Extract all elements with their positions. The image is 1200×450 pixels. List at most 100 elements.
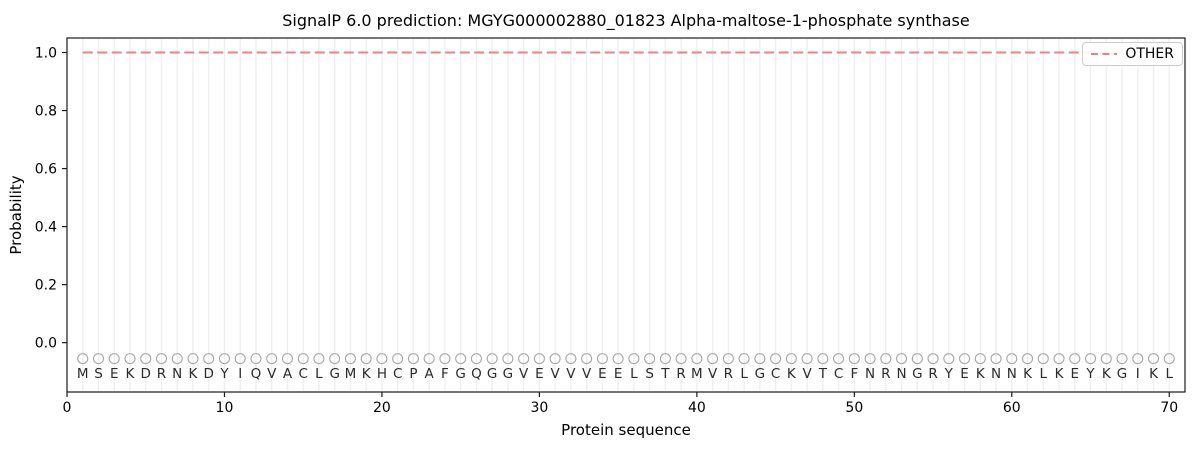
residue-marker (675, 353, 687, 365)
residue-letter: K (787, 366, 797, 382)
residue-letter: M (77, 366, 89, 382)
residue-letter: E (535, 366, 544, 382)
residue-letter: T (818, 366, 828, 382)
residue-letter: D (141, 366, 151, 382)
residue-letter: K (1055, 366, 1065, 382)
residue-marker (864, 353, 876, 365)
residue-marker (329, 353, 341, 365)
residue-letter: R (881, 366, 890, 382)
residue-letter: C (298, 366, 307, 382)
residue-letter: E (960, 366, 969, 382)
residue-letter: Q (471, 366, 482, 382)
residue-marker (1037, 353, 1049, 365)
residue-letter: K (126, 366, 136, 382)
residue-marker (250, 353, 262, 365)
residue-marker (486, 353, 498, 365)
residue-marker (911, 353, 923, 365)
residue-marker (407, 353, 419, 365)
residue-marker (596, 353, 608, 365)
residue-letter: R (157, 366, 166, 382)
residue-marker (565, 353, 577, 365)
residue-marker (155, 353, 168, 365)
residue-marker (124, 353, 136, 365)
residue-letter: F (441, 366, 449, 382)
residue-marker (990, 353, 1002, 365)
residue-letter: N (897, 366, 907, 382)
residue-marker (455, 353, 467, 365)
residue-marker (502, 353, 514, 365)
residue-letter: E (598, 366, 607, 382)
residue-letter: C (834, 366, 843, 382)
residue-letter: E (614, 366, 623, 382)
residue-letter: E (110, 366, 119, 382)
residue-marker (848, 353, 860, 365)
residue-marker (392, 353, 404, 365)
residue-marker (234, 353, 246, 365)
residue-letter: Q (251, 366, 262, 382)
residue-letter: N (172, 366, 182, 382)
residue-letter: R (676, 366, 685, 382)
residue-marker (77, 353, 89, 365)
residue-marker (817, 353, 829, 365)
x-tick-label: 70 (1160, 400, 1178, 416)
residue-letter: L (1165, 366, 1173, 382)
residue-letter: Y (1085, 366, 1095, 382)
residue-letter: V (519, 366, 529, 382)
residue-marker (644, 353, 656, 365)
residue-marker (376, 353, 388, 365)
residue-letter: L (630, 366, 638, 382)
x-tick-label: 50 (845, 400, 863, 416)
residue-marker (1147, 353, 1160, 365)
chart-title: SignalP 6.0 prediction: MGYG000002880_01… (282, 11, 970, 30)
x-tick-label: 60 (1003, 400, 1021, 416)
residue-marker (140, 353, 152, 365)
residue-letter: G (503, 366, 513, 382)
residue-letter: K (362, 366, 372, 382)
residue-letter: V (267, 366, 277, 382)
residue-letter: K (1149, 366, 1159, 382)
residue-marker (722, 353, 734, 365)
residue-marker (754, 353, 766, 365)
residue-letter: C (393, 366, 402, 382)
residue-marker (266, 353, 278, 365)
residue-marker (833, 353, 845, 365)
residue-letter: V (802, 366, 812, 382)
residue-letter: D (204, 366, 214, 382)
x-tick-label: 30 (530, 400, 548, 416)
x-axis-label: Protein sequence (561, 421, 691, 439)
residue-letter: K (1023, 366, 1033, 382)
residue-letter: K (1102, 366, 1112, 382)
residue-letter: L (1040, 366, 1048, 382)
residue-marker (974, 353, 986, 365)
residue-letter: G (755, 366, 765, 382)
residue-letter: Y (219, 366, 229, 382)
y-tick-label: 0.4 (35, 220, 57, 236)
residue-letter: G (487, 366, 497, 382)
residue-letter: A (425, 366, 435, 382)
residue-marker (1084, 353, 1097, 365)
residue-letter: Y (944, 366, 954, 382)
y-tick-label: 0.2 (35, 278, 57, 294)
residue-marker (470, 353, 482, 365)
residue-letter: N (865, 366, 875, 382)
residue-letter: P (409, 366, 417, 382)
residue-marker (360, 353, 372, 365)
residue-letter: N (991, 366, 1001, 382)
plot-frame (66, 37, 1186, 393)
residue-letter: T (660, 366, 670, 382)
residue-marker (1163, 353, 1175, 365)
residue-marker (581, 353, 593, 365)
residue-marker (92, 353, 105, 365)
residue-marker (659, 353, 671, 365)
residue-marker (533, 353, 545, 365)
residue-marker (281, 353, 294, 365)
residue-marker (1006, 353, 1018, 365)
y-axis-label: Probability (7, 175, 25, 255)
residue-marker (896, 353, 908, 365)
residue-letter: N (1007, 366, 1017, 382)
y-tick-label: 0.0 (35, 336, 57, 352)
residue-letter: K (976, 366, 986, 382)
residue-marker (628, 353, 640, 365)
residue-letter: E (1071, 366, 1080, 382)
residue-marker (218, 353, 231, 365)
